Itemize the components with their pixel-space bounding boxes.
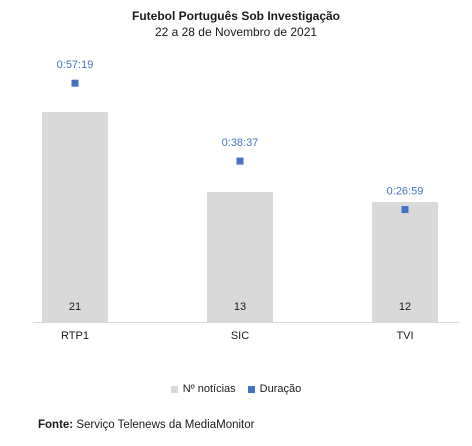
duration-marker-rtp1 bbox=[71, 79, 79, 87]
duration-label-rtp1: 0:57:19 bbox=[57, 59, 94, 71]
duration-label-tvi: 0:26:59 bbox=[387, 186, 424, 198]
bar-sic bbox=[207, 192, 273, 322]
legend-label-noticias: Nº notícias bbox=[182, 383, 236, 395]
chart-title: Futebol Português Sob Investigação bbox=[131, 9, 341, 23]
bar-value-sic: 13 bbox=[234, 301, 246, 313]
x-tick-tvi: TVI bbox=[396, 330, 413, 342]
legend-label-duracao: Duração bbox=[259, 383, 302, 395]
bar-tvi bbox=[372, 202, 438, 322]
bar-rtp1 bbox=[42, 112, 108, 322]
legend-item-duracao: Duração bbox=[247, 383, 302, 395]
x-tick-sic: SIC bbox=[231, 330, 249, 342]
chart-legend: Nº notícias Duração bbox=[0, 383, 472, 395]
legend-item-noticias: Nº notícias bbox=[170, 383, 236, 395]
chart-subtitle: 22 a 28 de Novembro de 2021 bbox=[154, 25, 318, 39]
bar-value-rtp1: 21 bbox=[69, 301, 81, 313]
legend-swatch-duracao bbox=[247, 385, 255, 393]
duration-marker-tvi bbox=[401, 206, 409, 214]
legend-swatch-noticias bbox=[170, 385, 178, 393]
duration-label-sic: 0:38:37 bbox=[222, 137, 259, 149]
duration-marker-sic bbox=[236, 157, 244, 165]
bar-value-tvi: 12 bbox=[399, 301, 411, 313]
source-text: Serviço Telenews da MediaMonitor bbox=[76, 419, 255, 431]
source-note: Fonte: Serviço Telenews da MediaMonitor bbox=[38, 419, 254, 431]
x-tick-rtp1: RTP1 bbox=[61, 330, 89, 342]
source-label: Fonte: bbox=[38, 419, 74, 431]
